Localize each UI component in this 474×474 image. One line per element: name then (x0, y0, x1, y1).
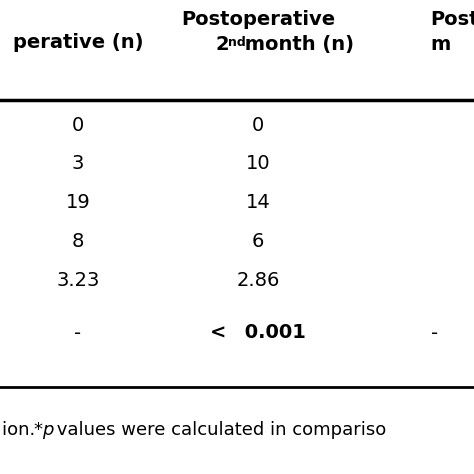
Text: -: - (431, 323, 438, 343)
Text: 0: 0 (252, 116, 264, 135)
Text: 14: 14 (246, 192, 270, 211)
Text: 2: 2 (216, 35, 229, 54)
Text: nd: nd (228, 36, 246, 49)
Text: *: * (33, 421, 42, 439)
Text: 3.23: 3.23 (56, 271, 100, 290)
Text: values were calculated in compariso: values were calculated in compariso (51, 421, 386, 439)
Text: 10: 10 (246, 154, 270, 173)
Text: 3: 3 (72, 154, 84, 173)
Text: month (n): month (n) (238, 35, 354, 54)
Text: p: p (42, 421, 54, 439)
Text: 6: 6 (252, 231, 264, 250)
Text: -: - (74, 323, 82, 343)
Text: 19: 19 (65, 192, 91, 211)
Text: 8: 8 (72, 231, 84, 250)
Text: <    0.001: < 0.001 (210, 323, 306, 343)
Text: m: m (430, 35, 450, 54)
Text: 0: 0 (72, 116, 84, 135)
Text: perative (n): perative (n) (13, 33, 143, 52)
Text: Postoperative: Postoperative (181, 10, 335, 29)
Text: Posto: Posto (430, 10, 474, 29)
Text: ion.: ion. (2, 421, 41, 439)
Text: 2.86: 2.86 (237, 271, 280, 290)
